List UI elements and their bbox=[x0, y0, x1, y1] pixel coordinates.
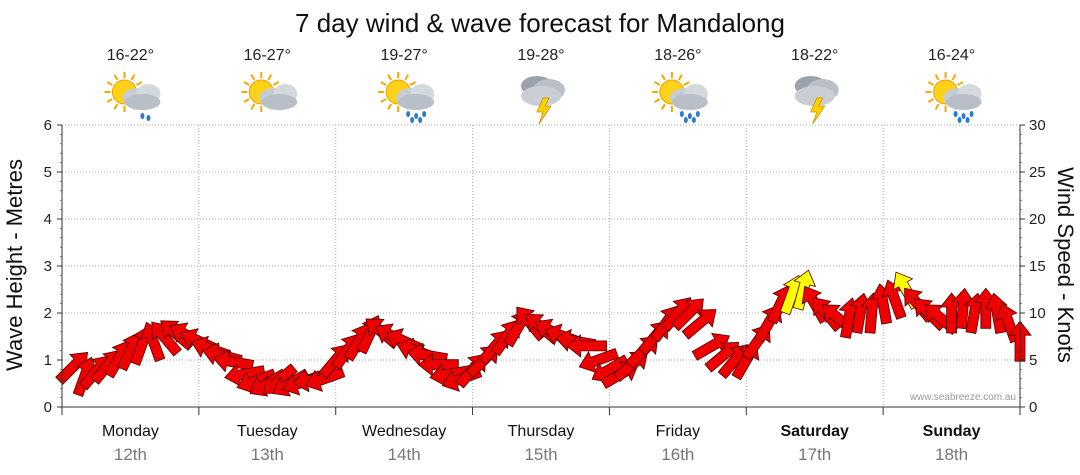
left-tick-label: 0 bbox=[44, 399, 52, 416]
chart-title: 7 day wind & wave forecast for Mandalong bbox=[295, 8, 785, 38]
plot-area bbox=[55, 269, 1032, 397]
day-date: 14th bbox=[388, 445, 421, 464]
day-name: Friday bbox=[656, 423, 700, 440]
day-name: Wednesday bbox=[362, 423, 446, 440]
sun-cloud-rain-icon bbox=[651, 72, 708, 123]
left-axis-label: Wave Height - Metres bbox=[2, 159, 27, 371]
day-name: Thursday bbox=[508, 423, 575, 440]
right-tick-label: 20 bbox=[1029, 211, 1046, 228]
left-tick-label: 2 bbox=[44, 305, 52, 322]
sun-cloud-drizzle-icon bbox=[104, 72, 161, 121]
right-tick-label: 5 bbox=[1029, 352, 1037, 369]
day-date: 15th bbox=[524, 445, 557, 464]
wind-arrow bbox=[304, 366, 346, 392]
day-temp: 18-26° bbox=[654, 47, 701, 64]
day-temp: 19-27° bbox=[380, 47, 427, 64]
day-temp: 16-27° bbox=[244, 47, 291, 64]
day-name: Monday bbox=[102, 423, 159, 440]
day-temp: 19-28° bbox=[517, 47, 564, 64]
day-temp: 16-22° bbox=[107, 47, 154, 64]
credit-text: www.seabreeze.com.au bbox=[909, 392, 1016, 403]
weather-icons bbox=[104, 72, 982, 125]
day-name: Sunday bbox=[923, 423, 981, 440]
sun-cloud-rain-icon bbox=[925, 72, 982, 123]
right-tick-label: 0 bbox=[1029, 399, 1037, 416]
day-date: 12th bbox=[114, 445, 147, 464]
grid bbox=[62, 124, 1020, 407]
left-tick-label: 4 bbox=[44, 211, 52, 228]
right-tick-label: 30 bbox=[1029, 117, 1046, 134]
right-axis-label: Wind Speed - Knots bbox=[1053, 167, 1078, 363]
left-tick-label: 1 bbox=[44, 352, 52, 369]
left-tick-label: 3 bbox=[44, 258, 52, 275]
wind-arrow bbox=[212, 349, 255, 373]
day-date: 17th bbox=[798, 445, 831, 464]
left-tick-label: 5 bbox=[44, 164, 52, 181]
day-axis: Monday 12th Tuesday 13th Wednesday 14th Thursd… bbox=[61, 407, 1021, 464]
sun-cloud-icon bbox=[241, 72, 298, 112]
day-name: Tuesday bbox=[237, 423, 298, 440]
storm-icon bbox=[794, 76, 839, 125]
right-tick-label: 25 bbox=[1029, 164, 1046, 181]
temperature-labels: 16-22° 16-27° 19-27° 19-28° 18-26° 18-22° 16-2… bbox=[107, 47, 975, 64]
day-date: 13th bbox=[251, 445, 284, 464]
right-tick-label: 10 bbox=[1029, 305, 1046, 322]
left-axis: 0 1 2 3 4 5 6 bbox=[44, 117, 1020, 416]
wind-arrow bbox=[681, 309, 717, 340]
day-name: Saturday bbox=[780, 423, 849, 440]
right-tick-label: 15 bbox=[1029, 258, 1046, 275]
right-axis: 0 5 10 15 20 25 30 bbox=[1019, 117, 1046, 416]
day-temp: 18-22° bbox=[791, 47, 838, 64]
day-temp: 16-24° bbox=[928, 47, 975, 64]
storm-icon bbox=[521, 76, 565, 125]
day-date: 18th bbox=[935, 445, 968, 464]
day-date: 16th bbox=[661, 445, 694, 464]
left-tick-label: 6 bbox=[44, 117, 52, 134]
wind-arrow bbox=[565, 334, 608, 358]
sun-cloud-rain-icon bbox=[378, 72, 435, 123]
